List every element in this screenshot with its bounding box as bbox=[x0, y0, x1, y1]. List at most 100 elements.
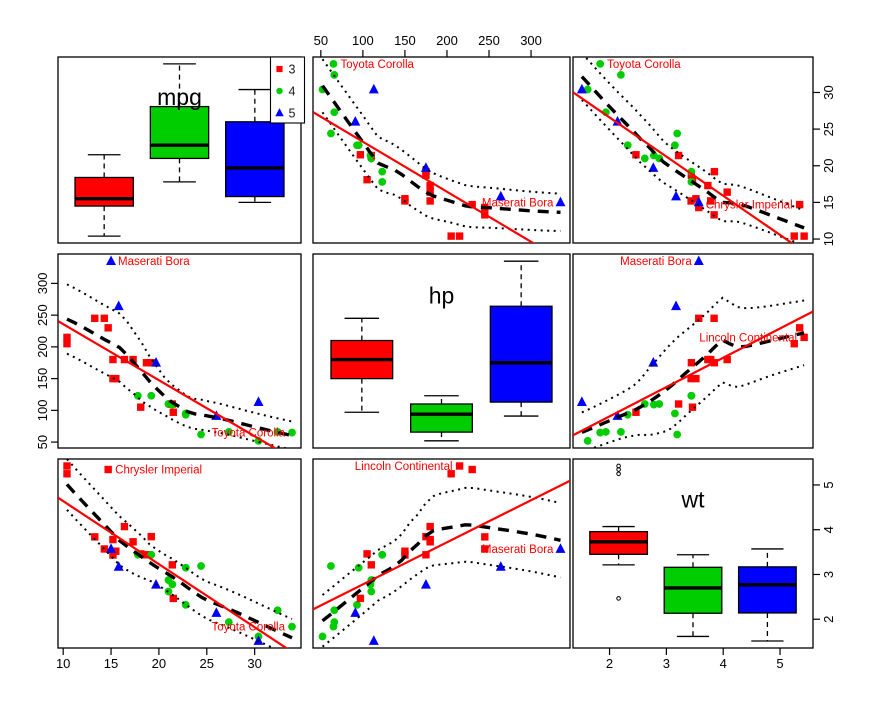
data-point-gear-4 bbox=[168, 580, 177, 589]
boxplot-gear-3 bbox=[330, 317, 394, 413]
data-point-gear-5 bbox=[113, 300, 124, 311]
axis-tick-label: 4 bbox=[720, 656, 727, 671]
data-point-gear-4 bbox=[353, 601, 361, 609]
axis-tick-label: 100 bbox=[35, 399, 50, 421]
data-point-gear-4 bbox=[583, 436, 592, 445]
axis-tick-label: 100 bbox=[352, 33, 374, 48]
panel-border bbox=[572, 56, 814, 244]
panel-border bbox=[572, 253, 814, 449]
axis-tick-label: 250 bbox=[478, 33, 500, 48]
data-point-gear-4 bbox=[327, 562, 335, 570]
axis-tick-label: 15 bbox=[821, 195, 836, 209]
data-point-gear-4 bbox=[224, 618, 233, 627]
point-label: Lincoln Continental bbox=[355, 461, 453, 473]
point-label: Toyota Corolla bbox=[607, 59, 681, 71]
axis-tick-label: 200 bbox=[35, 336, 50, 358]
data-point-gear-3 bbox=[168, 561, 177, 569]
panel-hp-vs-wt: Maserati Bora Lincoln Continental bbox=[572, 253, 814, 449]
data-layer bbox=[573, 255, 813, 448]
data-point-gear-3 bbox=[147, 532, 155, 541]
smooth-line bbox=[321, 84, 561, 214]
data-point-gear-5 bbox=[368, 635, 379, 645]
diag-title-hp: hp bbox=[429, 283, 455, 309]
data-point-gear-5 bbox=[106, 255, 117, 266]
data-point-gear-4 bbox=[601, 428, 610, 436]
smooth-line bbox=[66, 317, 293, 438]
axis-tick-label: 300 bbox=[35, 273, 50, 295]
point-label: Toyota Corolla bbox=[211, 622, 285, 634]
data-point-gear-5 bbox=[555, 196, 566, 207]
panel-border bbox=[57, 458, 302, 649]
outlier-point bbox=[616, 596, 621, 601]
point-label: Toyota Corolla bbox=[340, 59, 414, 71]
point-label: Maserati Bora bbox=[482, 544, 554, 556]
data-point-gear-3 bbox=[687, 359, 696, 367]
data-point-gear-3 bbox=[674, 400, 683, 408]
data-point-gear-4 bbox=[649, 400, 658, 409]
axis-tick-label: 50 bbox=[314, 33, 328, 48]
data-point-gear-3 bbox=[447, 470, 455, 478]
axis-right: 10 15 20 25 30 bbox=[813, 85, 836, 246]
smooth-line bbox=[581, 331, 805, 434]
data-point-gear-5 bbox=[648, 162, 659, 172]
axis-tick-label: 5 bbox=[776, 656, 783, 671]
data-point-gear-3 bbox=[129, 538, 137, 546]
legend-label: 4 bbox=[289, 85, 296, 99]
axis-tick-label: 5 bbox=[821, 481, 836, 488]
axis-tick-label: 10 bbox=[56, 656, 70, 671]
data-layer bbox=[313, 462, 570, 648]
circle-legend-icon bbox=[276, 87, 283, 95]
data-point-gear-4 bbox=[181, 563, 190, 572]
data-point-gear-3 bbox=[91, 314, 99, 323]
data-point-gear-3 bbox=[468, 465, 476, 474]
data-point-gear-3 bbox=[100, 314, 109, 323]
data-point-gear-3 bbox=[63, 470, 71, 478]
data-point-gear-3 bbox=[455, 232, 464, 240]
axis-tick-label: 2 bbox=[606, 656, 613, 671]
data-point-gear-3 bbox=[447, 232, 455, 240]
boxplot-gear-5 bbox=[489, 260, 553, 417]
boxplot-gear-5 bbox=[225, 88, 285, 204]
diag-title-wt: wt bbox=[681, 487, 706, 513]
data-point-gear-4 bbox=[147, 391, 156, 400]
data-point-gear-3 bbox=[426, 197, 434, 205]
axis-bottom: 2 3 4 5 bbox=[606, 648, 784, 671]
data-point-gear-3 bbox=[426, 522, 434, 531]
axis-right: 2 3 4 5 bbox=[813, 481, 836, 623]
data-layer bbox=[313, 58, 566, 243]
spread-upper-line bbox=[321, 58, 561, 195]
axis-tick-label: 25 bbox=[821, 122, 836, 136]
panel-mpg-vs-wt: Toyota Corolla Chrysler Imperial 10 15 20 25 3… bbox=[572, 56, 836, 246]
axis-top: 50 100 150 200 250 300 bbox=[314, 33, 542, 57]
data-point-gear-4 bbox=[671, 409, 679, 418]
axis-tick-label: 4 bbox=[821, 526, 836, 533]
data-point-gear-4 bbox=[288, 622, 296, 631]
data-point-gear-3 bbox=[455, 462, 464, 470]
data-point-gear-4 bbox=[687, 391, 696, 400]
regression-line bbox=[573, 310, 813, 437]
data-point-gear-3 bbox=[790, 340, 798, 348]
data-point-gear-3 bbox=[356, 151, 365, 159]
data-point-gear-4 bbox=[378, 167, 387, 176]
spread-upper-line bbox=[583, 57, 805, 212]
data-point-gear-5 bbox=[106, 543, 117, 553]
data-point-gear-3 bbox=[100, 545, 109, 553]
data-point-gear-4 bbox=[378, 550, 387, 559]
outlier-point bbox=[616, 471, 621, 477]
panel-mpg-vs-hp: Toyota Corolla Maserati Bora 50 100 150 200 25… bbox=[312, 33, 571, 244]
data-point-gear-5 bbox=[420, 579, 431, 589]
data-point-gear-3 bbox=[363, 175, 371, 184]
axis-tick-label: 150 bbox=[394, 33, 416, 48]
regression-line bbox=[58, 496, 289, 648]
data-point-gear-5 bbox=[576, 83, 587, 94]
boxplot-gear-3 bbox=[74, 154, 134, 237]
data-point-gear-3 bbox=[695, 314, 703, 323]
smooth-line bbox=[580, 75, 805, 230]
data-point-gear-3 bbox=[169, 408, 177, 416]
data-point-gear-5 bbox=[113, 561, 124, 571]
spread-lower-line bbox=[581, 99, 801, 243]
data-point-gear-3 bbox=[710, 167, 719, 176]
axis-tick-label: 250 bbox=[35, 304, 50, 326]
boxplot-gear-3 bbox=[589, 463, 649, 601]
spread-upper-line bbox=[581, 296, 805, 414]
